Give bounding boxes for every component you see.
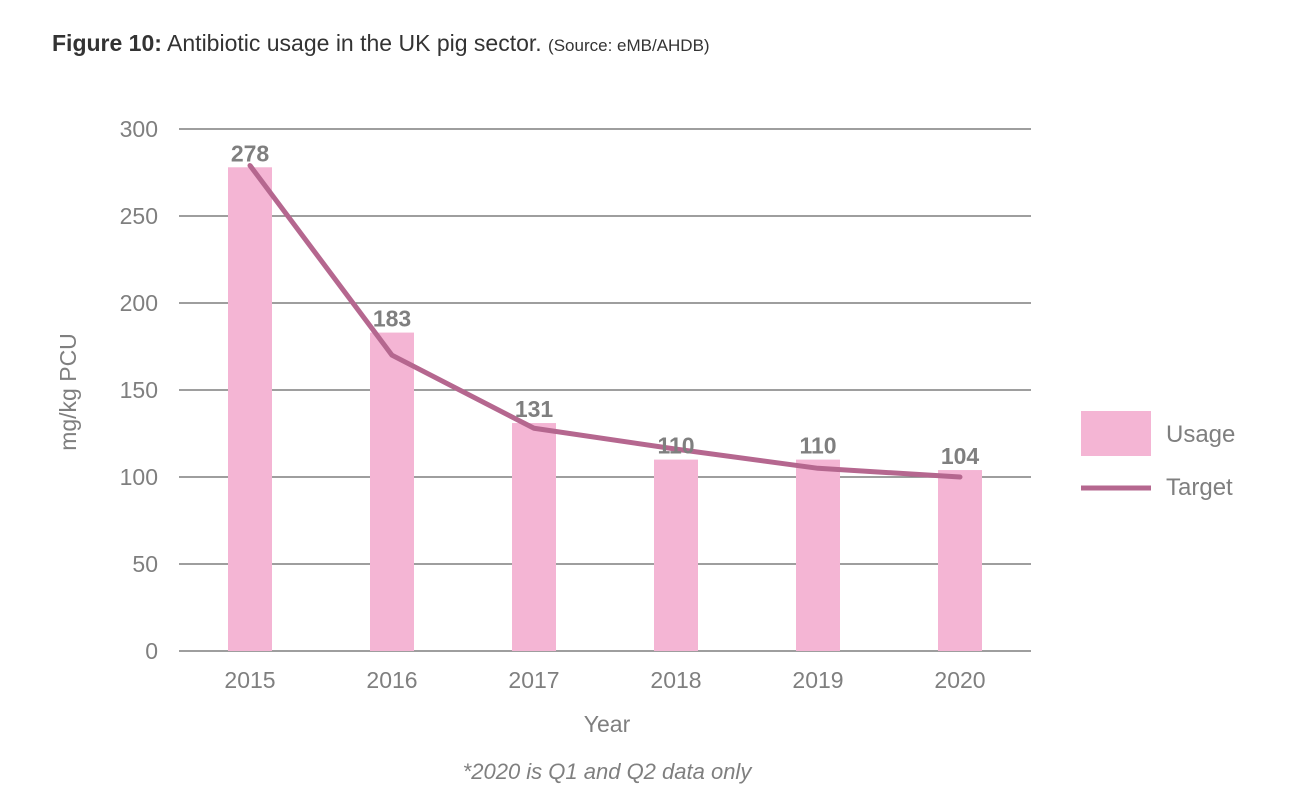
- y-tick-label: 150: [120, 377, 158, 403]
- bar-usage-2015: [228, 167, 272, 651]
- x-tick-label-2020: 2020: [934, 667, 985, 693]
- bar-usage-2017: [512, 423, 556, 651]
- figure-title: Figure 10: Antibiotic usage in the UK pi…: [52, 30, 710, 57]
- figure-source: (Source: eMB/AHDB): [548, 36, 710, 55]
- data-label-usage-2020: 104: [941, 443, 980, 469]
- legend-target-label: Target: [1166, 474, 1233, 501]
- data-label-usage-2017: 131: [515, 396, 554, 422]
- y-tick-label: 250: [120, 203, 158, 229]
- data-labels: 278 183 131 110 110 104: [231, 140, 980, 469]
- grid-layer: [179, 128, 1031, 652]
- x-tick-label-2017: 2017: [508, 667, 559, 693]
- x-tick-label-2019: 2019: [792, 667, 843, 693]
- y-axis-label: mg/kg PCU: [55, 333, 81, 451]
- bar-usage-2016: [370, 332, 414, 651]
- legend: Usage Target: [1081, 411, 1235, 501]
- legend-usage-swatch: [1081, 411, 1151, 456]
- y-tick-label: 300: [120, 116, 158, 142]
- x-axis-label: Year: [584, 711, 631, 737]
- line-series-target: [247, 163, 963, 480]
- data-label-usage-2016: 183: [373, 306, 411, 332]
- y-tick-label: 0: [145, 638, 158, 664]
- data-label-usage-2018: 110: [657, 433, 694, 459]
- target-line: [247, 163, 963, 480]
- y-tick-label: 200: [120, 290, 158, 316]
- x-tick-label-2018: 2018: [650, 667, 701, 693]
- bar-series-usage: [228, 167, 982, 651]
- y-tick-label: 100: [120, 464, 158, 490]
- x-tick-labels: 2015 2016 2017 2018 2019 2020: [224, 667, 985, 693]
- figure-title-text: Antibiotic usage in the UK pig sector.: [167, 30, 542, 56]
- footnote: *2020 is Q1 and Q2 data only: [463, 759, 754, 784]
- x-tick-label-2016: 2016: [366, 667, 417, 693]
- bar-usage-2018: [654, 459, 698, 651]
- bar-usage-2019: [796, 459, 840, 651]
- bar-usage-2020: [938, 470, 982, 651]
- y-tick-labels: 0 50 100 150 200 250 300: [120, 116, 158, 664]
- y-tick-label: 50: [132, 551, 158, 577]
- legend-usage-label: Usage: [1166, 421, 1235, 448]
- x-tick-label-2015: 2015: [224, 667, 275, 693]
- figure-label: Figure 10:: [52, 30, 162, 56]
- data-label-usage-2015: 278: [231, 140, 270, 166]
- data-label-usage-2019: 110: [799, 433, 836, 459]
